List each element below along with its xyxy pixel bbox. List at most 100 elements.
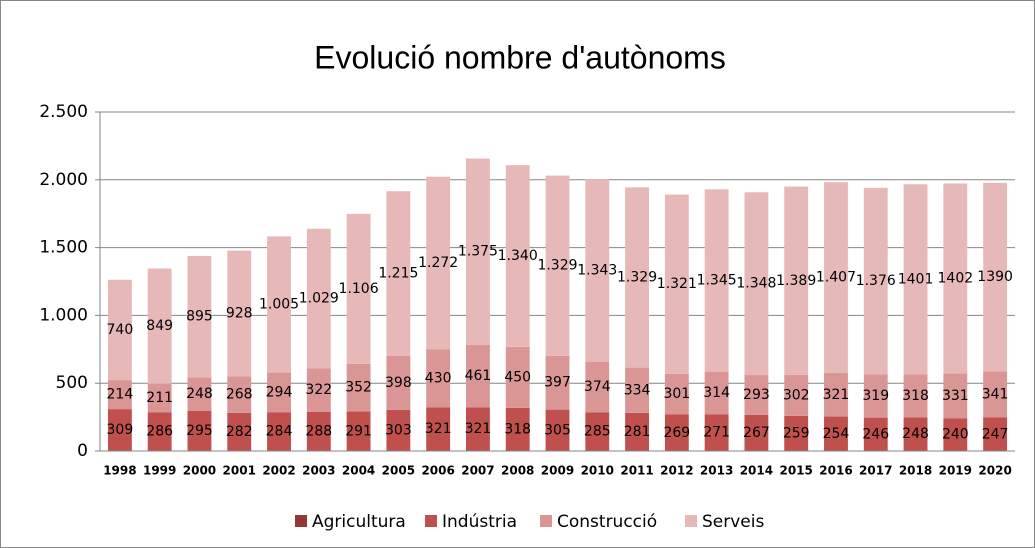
data-label: 303 bbox=[385, 422, 412, 438]
legend-label: Agricultura bbox=[312, 512, 406, 532]
bar-segment bbox=[585, 179, 610, 362]
legend-swatch bbox=[425, 515, 437, 527]
data-label: 352 bbox=[345, 380, 372, 396]
data-label: 295 bbox=[186, 423, 213, 439]
bar-segment bbox=[744, 192, 769, 376]
data-label: 248 bbox=[186, 386, 213, 402]
data-label: 322 bbox=[305, 382, 332, 398]
x-tick-label: 1998 bbox=[103, 464, 136, 478]
bar-segment bbox=[426, 349, 451, 408]
bar-segment bbox=[704, 371, 729, 415]
data-label: 246 bbox=[862, 426, 889, 442]
data-label: 240 bbox=[942, 427, 969, 443]
data-label: 1.005 bbox=[259, 296, 299, 312]
data-label: 450 bbox=[504, 369, 531, 385]
data-label: 309 bbox=[107, 422, 134, 438]
bar-segment bbox=[704, 414, 729, 451]
data-label: 268 bbox=[226, 387, 253, 403]
x-tick-label: 2000 bbox=[183, 464, 216, 478]
data-label: 254 bbox=[823, 426, 850, 442]
x-tick-label: 2016 bbox=[819, 464, 852, 478]
x-tick-label: 2006 bbox=[421, 464, 454, 478]
y-tick-label: 500 bbox=[56, 373, 88, 393]
legend-swatch bbox=[540, 515, 552, 527]
data-label: 341 bbox=[982, 386, 1009, 402]
data-label: 314 bbox=[703, 385, 730, 401]
bar-segment bbox=[585, 412, 610, 451]
data-label: 293 bbox=[743, 387, 770, 403]
bar-segment bbox=[943, 373, 968, 419]
data-label: 267 bbox=[743, 425, 770, 441]
legend-label: Serveis bbox=[702, 512, 764, 532]
data-label: 211 bbox=[146, 390, 173, 406]
bar-segment bbox=[824, 373, 848, 417]
bar-segment bbox=[386, 409, 411, 451]
data-label: 305 bbox=[544, 422, 571, 438]
data-label: 1390 bbox=[977, 269, 1013, 285]
data-label: 740 bbox=[107, 322, 134, 338]
data-label: 288 bbox=[305, 423, 332, 439]
bar-segment bbox=[983, 371, 1008, 418]
bar-segment bbox=[227, 250, 252, 377]
bar-segment bbox=[863, 187, 888, 375]
x-tick-label: 2002 bbox=[262, 464, 295, 478]
legend-swatch bbox=[295, 515, 307, 527]
bar-segment bbox=[346, 213, 371, 364]
x-tick-label: 2010 bbox=[581, 464, 614, 478]
bar-segment bbox=[466, 407, 490, 451]
data-label: 284 bbox=[266, 424, 293, 440]
bar-segment bbox=[744, 414, 769, 451]
bar-segment bbox=[784, 374, 809, 416]
bar-segment bbox=[227, 376, 252, 413]
data-label: 301 bbox=[663, 386, 690, 402]
bar-segment bbox=[784, 186, 809, 375]
bar-segment bbox=[346, 411, 371, 451]
bar-segment bbox=[466, 344, 490, 408]
data-label: 1.029 bbox=[299, 291, 339, 307]
bar-segment bbox=[943, 183, 968, 374]
bar-segment bbox=[784, 415, 809, 451]
data-label: 286 bbox=[146, 424, 173, 440]
data-label: 321 bbox=[425, 421, 452, 437]
data-label: 319 bbox=[862, 388, 889, 404]
data-label: 1.215 bbox=[378, 266, 418, 282]
bar-segment bbox=[983, 417, 1008, 451]
bar-segment bbox=[187, 377, 212, 411]
bar-segment bbox=[744, 375, 769, 415]
y-tick-label: 2.500 bbox=[39, 102, 88, 122]
x-tick-label: 2013 bbox=[700, 464, 733, 478]
bar-segment bbox=[306, 228, 331, 369]
bar-segment bbox=[545, 175, 570, 356]
bar-segment bbox=[625, 412, 649, 451]
bar-segment bbox=[863, 374, 888, 418]
data-label: 247 bbox=[982, 426, 1009, 442]
bar-segment bbox=[466, 158, 490, 345]
data-label: 285 bbox=[584, 424, 611, 440]
legend-label: Construcció bbox=[557, 512, 657, 532]
data-label: 461 bbox=[465, 368, 492, 384]
data-label: 1.329 bbox=[617, 269, 657, 285]
x-tick-label: 2020 bbox=[978, 464, 1011, 478]
bar-segment bbox=[107, 380, 132, 410]
legend-swatch bbox=[685, 515, 697, 527]
data-label: 1.106 bbox=[339, 281, 379, 297]
data-label: 1.375 bbox=[458, 244, 498, 260]
y-tick-label: 1.500 bbox=[39, 238, 88, 258]
bar-segment bbox=[426, 176, 451, 350]
data-label: 271 bbox=[703, 425, 730, 441]
bar-segment bbox=[903, 184, 928, 375]
data-label: 374 bbox=[584, 379, 611, 395]
x-tick-label: 2001 bbox=[223, 464, 256, 478]
data-label: 928 bbox=[226, 306, 253, 322]
bar-segment bbox=[863, 417, 888, 451]
x-tick-label: 2004 bbox=[342, 464, 375, 478]
data-label: 1401 bbox=[898, 271, 934, 287]
x-tick-label: 2003 bbox=[302, 464, 335, 478]
data-label: 281 bbox=[624, 424, 651, 440]
data-label: 1.343 bbox=[577, 263, 617, 279]
data-label: 1.407 bbox=[816, 270, 856, 286]
data-label: 248 bbox=[902, 426, 929, 442]
data-label: 1.348 bbox=[736, 276, 776, 292]
bar-segment bbox=[267, 236, 291, 373]
